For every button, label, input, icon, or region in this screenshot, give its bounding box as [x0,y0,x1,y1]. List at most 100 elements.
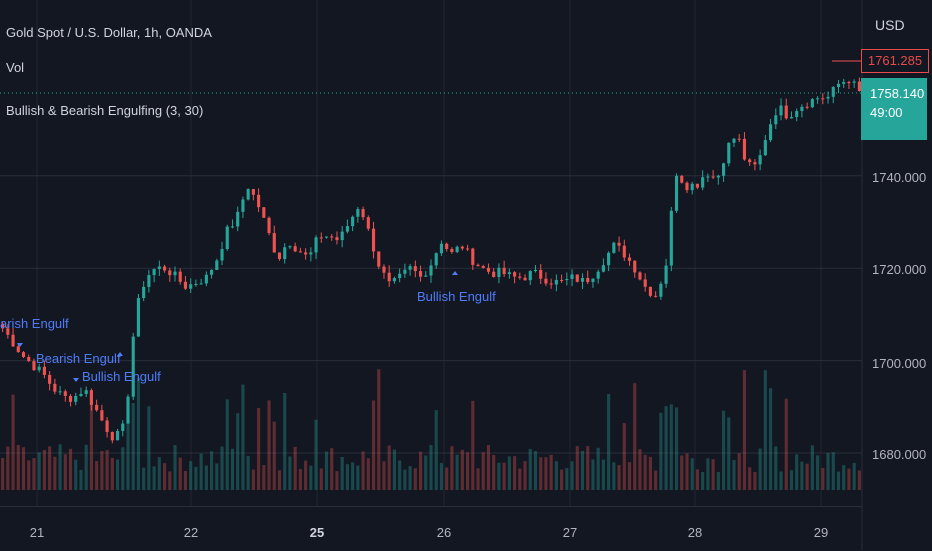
candle-body [371,228,376,252]
candle-body [105,420,109,432]
volume-bar [189,461,193,490]
volume-bar [612,462,616,490]
candle-body [497,267,501,277]
volume-bar [800,461,804,490]
candle-body [314,237,318,253]
volume-bar [220,446,224,490]
candle-body [852,81,856,83]
candle-body [210,269,214,275]
indicator-legend[interactable]: Bullish & Bearish Engulfing (3, 30) [6,103,204,118]
volume-bar [560,469,564,490]
candle-body [42,366,46,375]
candle-body [392,278,396,282]
volume-bar [507,456,511,490]
volume-bar [711,459,715,490]
candle-body [544,278,548,284]
candle-body [654,295,658,297]
volume-bar [659,412,663,490]
volume-bar [48,446,52,490]
volume-bar [215,463,219,490]
volume-bar [439,463,444,490]
volume-bar [293,446,297,490]
bearish-marker [17,343,23,347]
volume-bar [429,444,433,490]
candle-body [21,352,26,358]
candle-body [821,98,825,100]
volume-bar [324,451,329,490]
volume-bar [737,453,741,490]
candle-body [706,176,710,178]
candle-body [466,248,470,250]
volume-bar [382,461,386,490]
volume-legend[interactable]: Vol [6,60,25,75]
volume-bar [304,460,308,490]
volume-bar [460,449,464,490]
candle-body [758,155,762,165]
candle-body [408,266,412,270]
candle-body [774,115,778,125]
candle-body [58,391,62,393]
candle-body [471,248,475,265]
price-axis[interactable]: 1740.000 1720.000 1700.000 1680.000 [862,0,932,506]
candle-body [199,283,203,285]
time-axis[interactable]: 21 22 25 26 27 28 29 [0,506,862,551]
volume-bar [230,448,235,490]
bearish-engulf-label: arish Engulf [0,316,69,331]
candle-body [648,286,652,296]
candle-body [413,266,417,272]
candle-body [418,271,423,277]
candle-body [601,265,605,272]
volume-bar [554,461,558,490]
volume-bar [805,463,809,490]
candle-body [262,207,266,218]
volume-bar [565,468,569,490]
candle-body [16,346,20,353]
volume-bar [445,467,449,490]
volume-bar [272,421,276,490]
candle-body [643,279,647,287]
volume-bar [95,461,99,490]
volume-bar [262,464,266,490]
volume-bar [126,409,130,490]
candle-body [366,217,370,229]
candle-body [382,266,386,273]
candle-body [737,138,741,140]
candle-body [361,209,365,218]
volume-bar [168,471,172,490]
volume-bar [58,444,62,490]
candle-body [121,423,125,431]
volume-bar [319,468,323,490]
candle-body [340,231,344,241]
candle-body [152,269,156,276]
volume-bar [6,446,10,490]
volume-bar [622,423,626,490]
candle-body [283,247,287,260]
volume-bar [533,451,538,490]
volume-bar [366,458,370,490]
volume-bar [821,467,825,490]
candle-body [246,189,250,200]
volume-bar [288,456,292,490]
candle-body [486,267,491,272]
symbol-legend[interactable]: Gold Spot / U.S. Dollar, 1h, OANDA [6,25,212,40]
volume-bar [79,469,83,490]
candle-body [591,278,595,283]
candle-body [810,99,814,108]
candle-body [455,246,459,252]
volume-bar [314,419,318,490]
candle-body [1,323,5,329]
volume-bar [633,383,637,490]
candle-body [560,279,564,281]
volume-bar [194,466,198,490]
candle-body [727,142,731,164]
volume-bar [476,468,480,490]
candle-body [789,116,794,119]
currency-label[interactable]: USD [875,17,905,33]
candle-body [460,246,464,249]
volume-bar [136,377,141,490]
candle-body [857,81,861,91]
candle-body [225,226,229,250]
candle-body [450,248,454,252]
volume-bar [178,457,182,490]
